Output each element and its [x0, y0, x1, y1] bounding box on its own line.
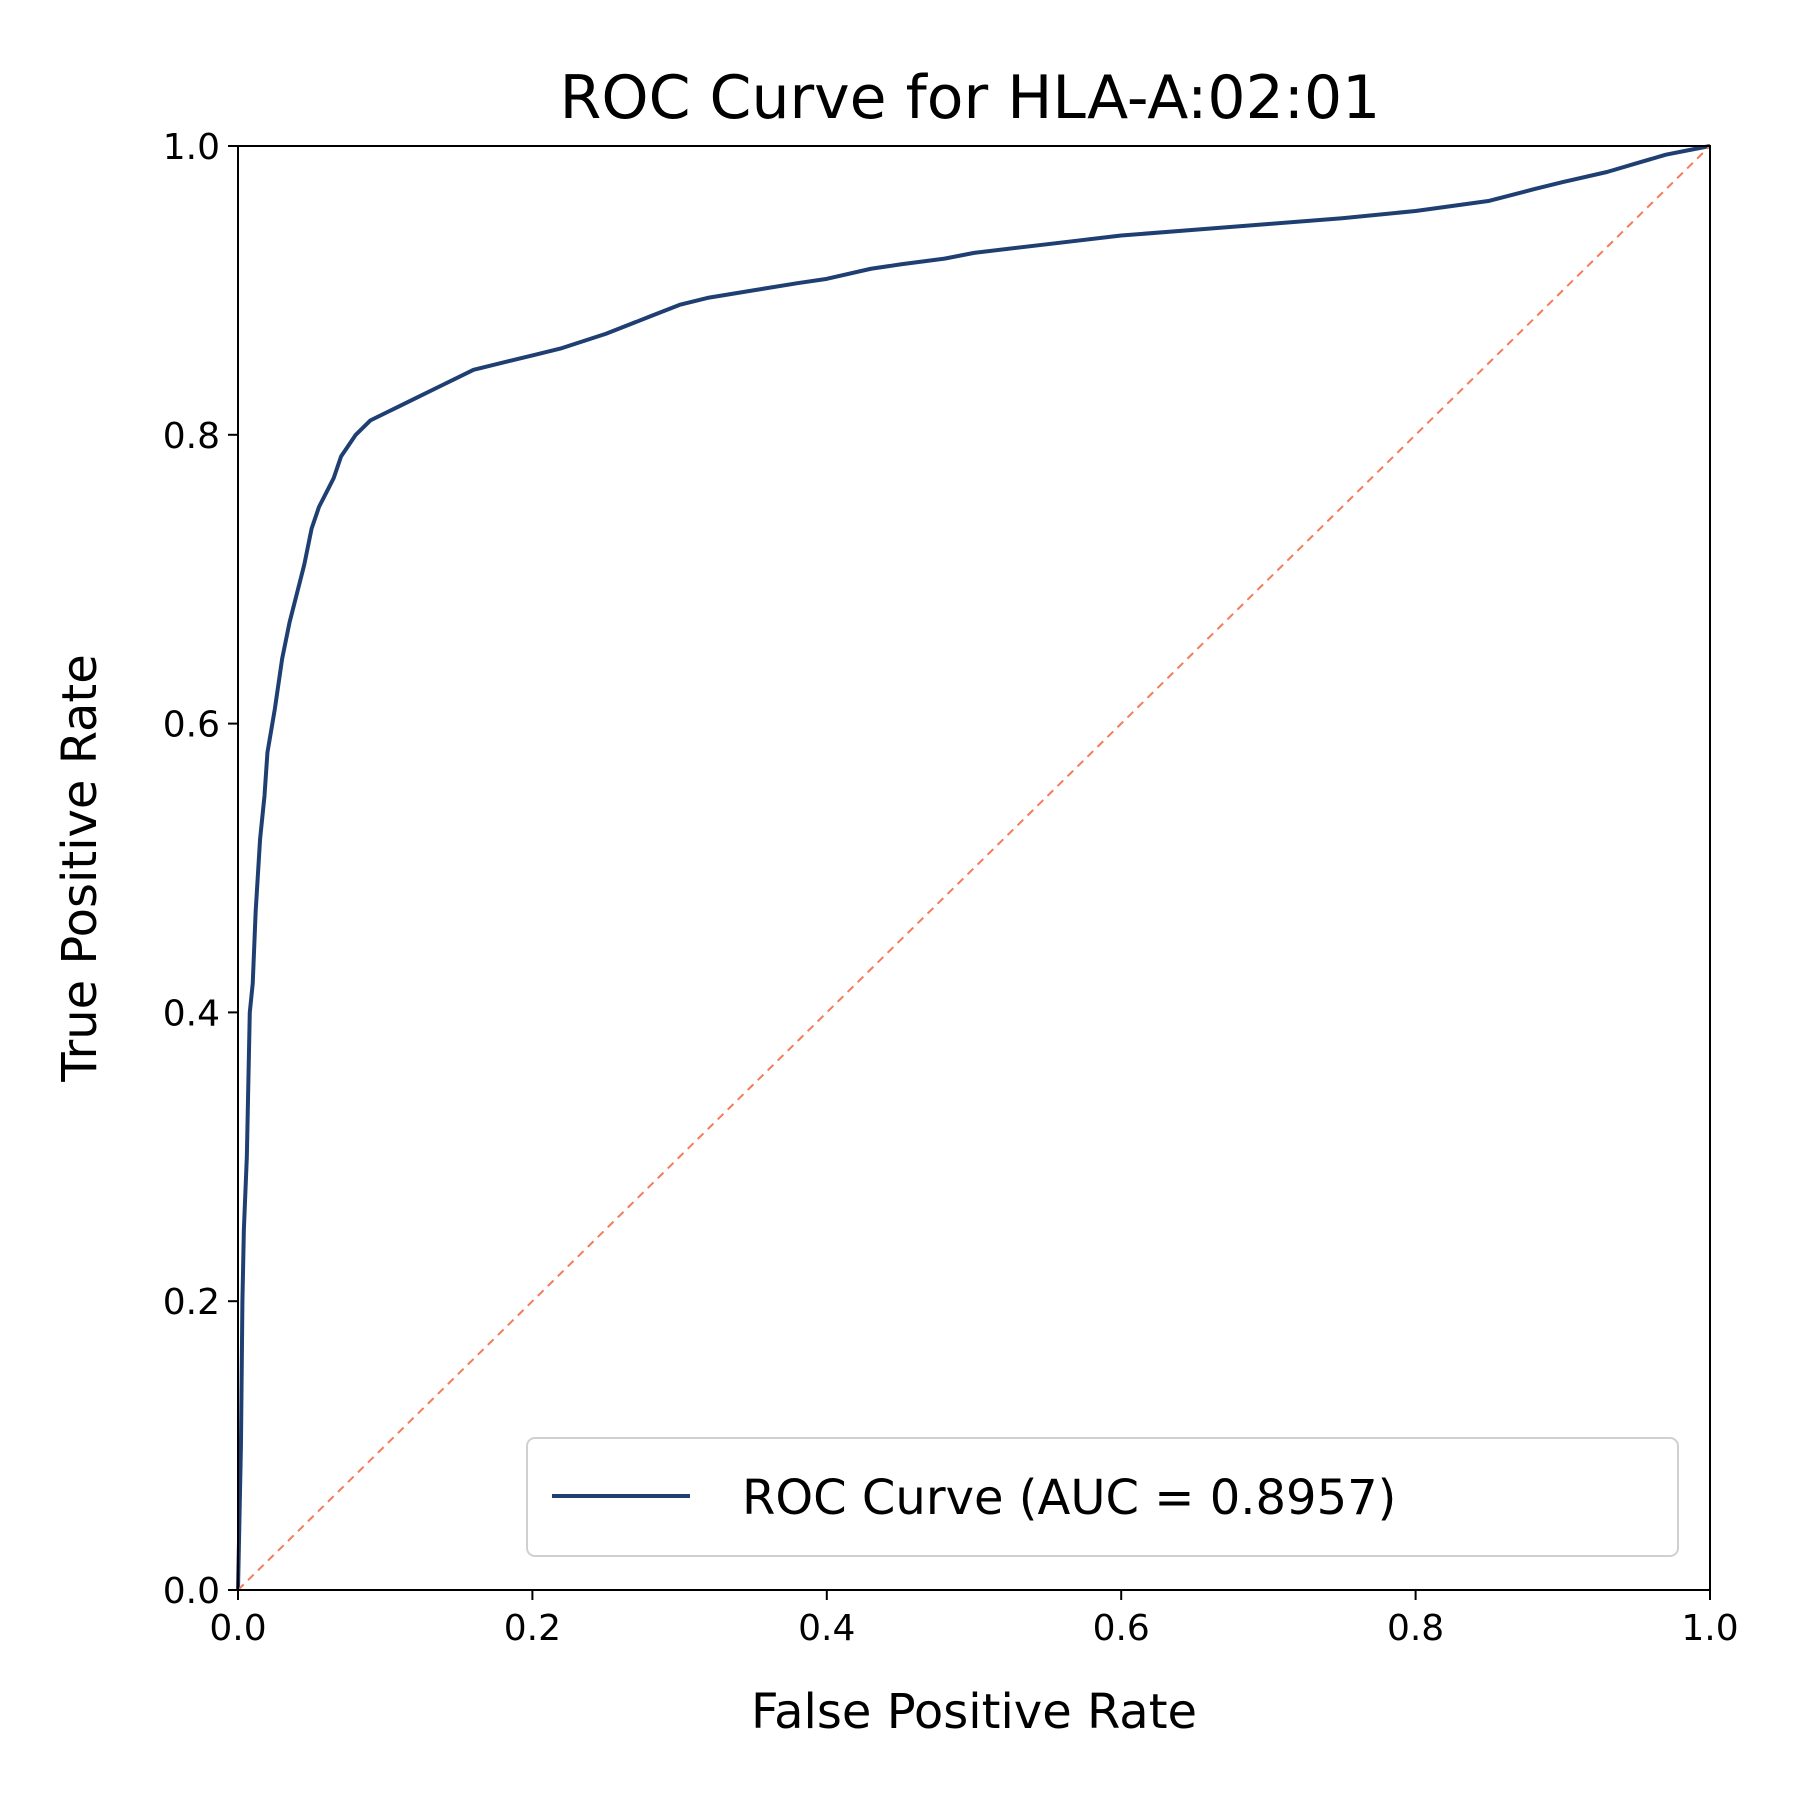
chance-diagonal-line — [237, 145, 1711, 1591]
y-axis-label: True Positive Rate — [52, 654, 108, 1083]
legend: ROC Curve (AUC = 0.8957) — [526, 1437, 1679, 1557]
axes-frame — [237, 145, 1711, 1591]
x-tick-label: 0.4 — [798, 1608, 855, 1649]
y-tick-label: 1.0 — [163, 127, 220, 168]
roc-curve-line — [236, 144, 1711, 1591]
y-axis-ticks: 0.0 0.2 0.4 0.6 0.8 1.0 — [163, 127, 238, 1612]
x-tick-label: 0.0 — [209, 1608, 266, 1649]
x-tick-label: 0.6 — [1093, 1608, 1150, 1649]
y-tick-label: 0.2 — [163, 1282, 220, 1323]
chart-title: ROC Curve for HLA-A:02:01 — [560, 63, 1381, 133]
plot-area — [236, 144, 1711, 1591]
x-axis-label: False Positive Rate — [751, 1684, 1197, 1740]
legend-box — [526, 1437, 1679, 1557]
legend-label-roc: ROC Curve (AUC = 0.8957) — [742, 1470, 1396, 1526]
y-tick-label: 0.0 — [163, 1571, 220, 1612]
y-tick-label: 0.6 — [163, 705, 220, 746]
x-tick-label: 0.2 — [504, 1608, 561, 1649]
x-tick-label: 0.8 — [1387, 1608, 1444, 1649]
y-tick-label: 0.4 — [163, 993, 220, 1034]
x-tick-label: 1.0 — [1681, 1608, 1738, 1649]
y-tick-label: 0.8 — [163, 416, 220, 457]
x-axis-ticks: 0.0 0.2 0.4 0.6 0.8 1.0 — [209, 1590, 1739, 1649]
